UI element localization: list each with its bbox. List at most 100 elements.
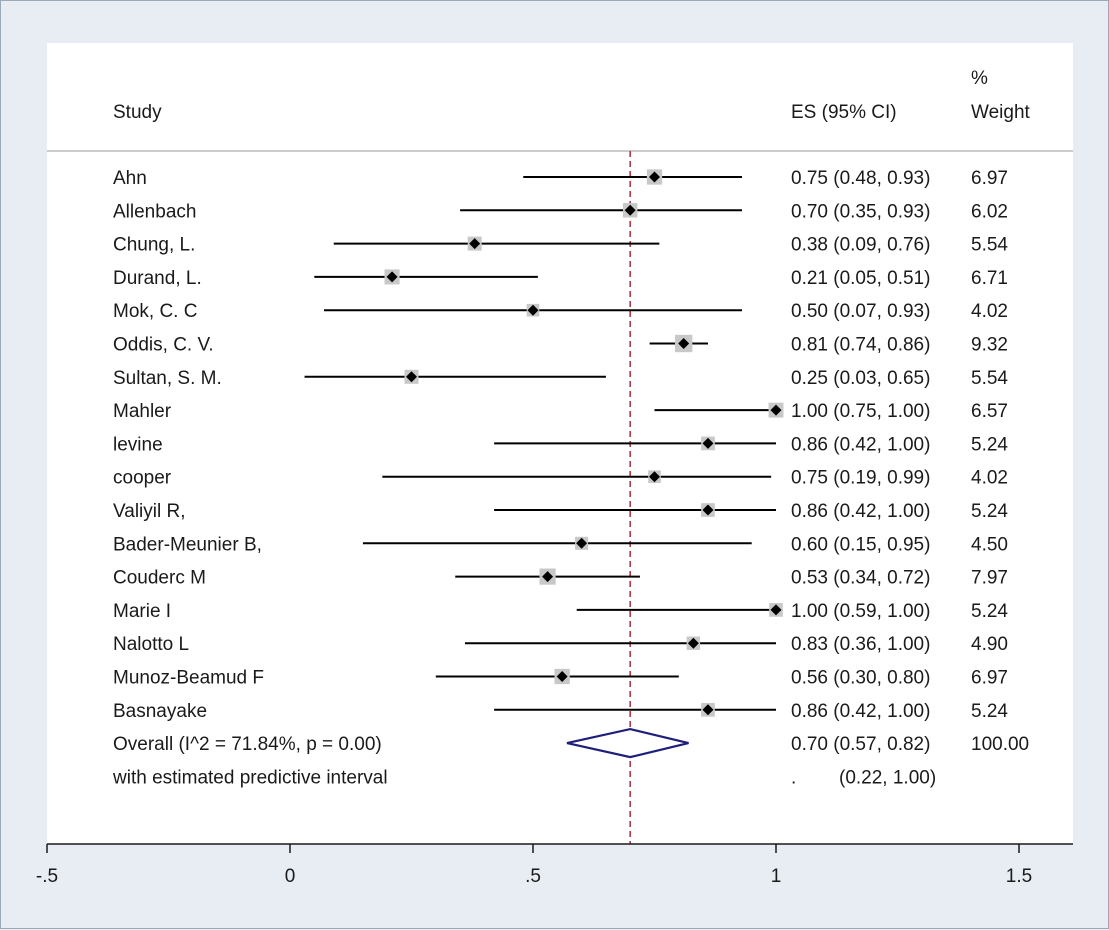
point-estimate bbox=[542, 571, 554, 583]
study-name: Munoz-Beamud F bbox=[113, 668, 264, 689]
point-estimate bbox=[469, 238, 481, 250]
x-tick-label: -.5 bbox=[36, 866, 58, 887]
es-ci-text: 1.00 (0.59, 1.00) bbox=[791, 601, 930, 622]
study-row: cooper 0.75 (0.19, 0.99) 4.02 bbox=[113, 468, 1008, 489]
weight-text: 7.97 bbox=[971, 568, 1008, 589]
weight-text: 4.02 bbox=[971, 468, 1008, 489]
point-estimate bbox=[702, 504, 714, 516]
x-tick-label: .5 bbox=[525, 866, 541, 887]
es-ci-text: 0.53 (0.34, 0.72) bbox=[791, 568, 930, 589]
weight-text: 6.57 bbox=[971, 401, 1008, 422]
point-estimate bbox=[649, 471, 660, 483]
study-name: Mok, C. C bbox=[113, 301, 197, 322]
study-name: Durand, L. bbox=[113, 268, 202, 289]
predictive-dot: . bbox=[791, 767, 796, 788]
point-estimate bbox=[678, 338, 690, 349]
weight-text: 5.54 bbox=[971, 368, 1008, 389]
x-tick-label: 1 bbox=[771, 866, 782, 887]
weight-text: 6.97 bbox=[971, 168, 1008, 189]
weight-text: 4.90 bbox=[971, 634, 1008, 655]
weight-text: 6.71 bbox=[971, 268, 1008, 289]
es-ci-text: 0.38 (0.09, 0.76) bbox=[791, 235, 930, 256]
es-ci-text: 0.25 (0.03, 0.65) bbox=[791, 368, 930, 389]
overall-weight-text: 100.00 bbox=[971, 734, 1029, 755]
es-ci-text: 0.50 (0.07, 0.93) bbox=[791, 301, 930, 322]
study-name: Basnayake bbox=[113, 701, 207, 722]
predictive-interval-text: (0.22, 1.00) bbox=[839, 767, 936, 788]
es-ci-text: 0.83 (0.36, 1.00) bbox=[791, 634, 930, 655]
predictive-row: with estimated predictive interval. (0.22… bbox=[112, 767, 936, 788]
weight-text: 5.24 bbox=[971, 701, 1008, 722]
study-name: Marie I bbox=[113, 601, 171, 622]
overall-row: Overall (I^2 = 71.84%, p = 0.00) 0.70 (0.… bbox=[113, 727, 1029, 759]
study-row: Basnayake 0.86 (0.42, 1.00) 5.24 bbox=[113, 701, 1008, 722]
x-tick-label: 0 bbox=[285, 866, 296, 887]
study-row: Marie I 1.00 (0.59, 1.00) 5.24 bbox=[113, 601, 1008, 622]
study-name: Ahn bbox=[113, 168, 147, 189]
study-row: Valiyil R, 0.86 (0.42, 1.00) 5.24 bbox=[113, 501, 1008, 522]
weight-text: 6.97 bbox=[971, 668, 1008, 689]
es-ci-text: 0.86 (0.42, 1.00) bbox=[791, 434, 930, 455]
study-name: Sultan, S. M. bbox=[113, 368, 222, 389]
weight-text: 9.32 bbox=[971, 335, 1008, 356]
point-estimate bbox=[649, 171, 660, 183]
point-estimate bbox=[527, 304, 539, 316]
study-row: Munoz-Beamud F 0.56 (0.30, 0.80) 6.97 bbox=[113, 668, 1008, 689]
x-axis: -.5 0 .5 1 1.5 bbox=[36, 843, 1073, 887]
es-ci-text: 0.86 (0.42, 1.00) bbox=[791, 501, 930, 522]
point-estimate bbox=[406, 371, 417, 383]
study-row: Ahn 0.75 (0.48, 0.93) 6.97 bbox=[113, 168, 1008, 189]
weight-text: 6.02 bbox=[971, 201, 1008, 222]
point-estimate bbox=[687, 637, 699, 649]
weight-text: 4.50 bbox=[971, 534, 1008, 555]
es-ci-text: 0.60 (0.15, 0.95) bbox=[791, 534, 930, 555]
es-ci-text: 0.81 (0.74, 0.86) bbox=[791, 335, 930, 356]
overall-es-text: 0.70 (0.57, 0.82) bbox=[791, 734, 930, 755]
overall-diamond bbox=[566, 727, 689, 759]
es-ci-text: 0.70 (0.35, 0.93) bbox=[791, 201, 930, 222]
header-weight-label-1: % bbox=[971, 68, 988, 89]
study-row: levine 0.86 (0.42, 1.00) 5.24 bbox=[113, 434, 1008, 455]
study-row: Chung, L. 0.38 (0.09, 0.76) 5.54 bbox=[113, 235, 1008, 256]
weight-text: 5.54 bbox=[971, 235, 1008, 256]
study-name: Mahler bbox=[113, 401, 172, 422]
study-name: Bader-Meunier B, bbox=[113, 534, 262, 555]
study-name: Chung, L. bbox=[113, 235, 195, 256]
header-weight-label-2: Weight bbox=[971, 102, 1031, 123]
overall-label: Overall (I^2 = 71.84%, p = 0.00) bbox=[113, 734, 382, 755]
study-name: Allenbach bbox=[113, 201, 196, 222]
study-row: Sultan, S. M. 0.25 (0.03, 0.65) 5.54 bbox=[113, 368, 1008, 389]
study-row: Mahler 1.00 (0.75, 1.00) 6.57 bbox=[113, 401, 1008, 422]
study-row: Couderc M 0.53 (0.34, 0.72) 7.97 bbox=[113, 568, 1008, 589]
es-ci-text: 0.86 (0.42, 1.00) bbox=[791, 701, 930, 722]
study-name: Couderc M bbox=[113, 568, 206, 589]
es-ci-text: 1.00 (0.75, 1.00) bbox=[791, 401, 930, 422]
point-estimate bbox=[702, 704, 714, 716]
weight-text: 5.24 bbox=[971, 601, 1008, 622]
study-row: Nalotto L 0.83 (0.36, 1.00) 4.90 bbox=[113, 634, 1008, 655]
x-tick-label: 1.5 bbox=[1006, 866, 1032, 887]
weight-text: 5.24 bbox=[971, 434, 1008, 455]
point-estimate bbox=[770, 604, 782, 616]
weight-text: 4.02 bbox=[971, 301, 1008, 322]
predictive-label: with estimated predictive interval bbox=[112, 767, 388, 788]
study-row: Allenbach 0.70 (0.35, 0.93) 6.02 bbox=[113, 201, 1008, 222]
es-ci-text: 0.75 (0.19, 0.99) bbox=[791, 468, 930, 489]
es-ci-text: 0.56 (0.30, 0.80) bbox=[791, 668, 930, 689]
study-row: Durand, L. 0.21 (0.05, 0.51) 6.71 bbox=[113, 268, 1008, 289]
study-row: Mok, C. C 0.50 (0.07, 0.93) 4.02 bbox=[113, 301, 1008, 322]
study-name: Nalotto L bbox=[113, 634, 189, 655]
point-estimate bbox=[576, 537, 588, 549]
study-name: Oddis, C. V. bbox=[113, 335, 214, 356]
point-estimate bbox=[386, 271, 398, 283]
study-row: Oddis, C. V. 0.81 (0.74, 0.86) 9.32 bbox=[113, 335, 1008, 356]
point-estimate bbox=[770, 404, 782, 416]
study-name: cooper bbox=[113, 468, 172, 489]
point-estimate bbox=[624, 204, 636, 216]
point-estimate bbox=[556, 671, 568, 682]
es-ci-text: 0.75 (0.48, 0.93) bbox=[791, 168, 930, 189]
study-rows: Ahn 0.75 (0.48, 0.93) 6.97 Allenbach 0.70 (0… bbox=[112, 151, 1029, 844]
study-name: Valiyil R, bbox=[113, 501, 186, 522]
